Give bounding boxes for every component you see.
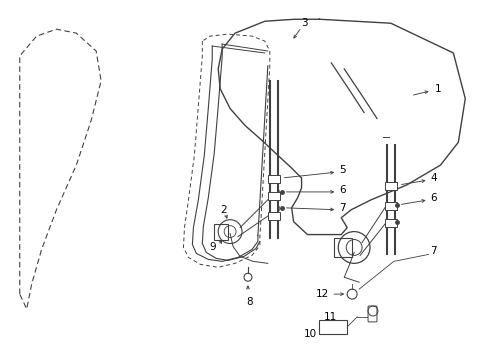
Bar: [384, 182, 396, 190]
Text: 11: 11: [324, 312, 337, 322]
Bar: [334, 238, 351, 257]
Bar: [214, 224, 228, 239]
Text: 5: 5: [339, 165, 345, 175]
Bar: [384, 202, 396, 210]
Text: 3: 3: [301, 18, 307, 28]
Text: 2: 2: [220, 205, 226, 215]
Bar: [267, 192, 279, 200]
FancyBboxPatch shape: [367, 306, 376, 322]
Text: 6: 6: [339, 185, 345, 195]
Text: 9: 9: [209, 243, 216, 252]
Text: 7: 7: [429, 247, 436, 256]
Text: 8: 8: [246, 297, 253, 307]
Bar: [319, 320, 346, 334]
Text: 6: 6: [429, 193, 436, 203]
Text: 4: 4: [429, 173, 436, 183]
Text: 12: 12: [315, 289, 328, 299]
Bar: [384, 219, 396, 227]
Bar: [267, 175, 279, 183]
Text: 1: 1: [434, 84, 440, 94]
Text: 10: 10: [304, 329, 317, 339]
Text: 7: 7: [339, 203, 345, 213]
Bar: [267, 212, 279, 220]
